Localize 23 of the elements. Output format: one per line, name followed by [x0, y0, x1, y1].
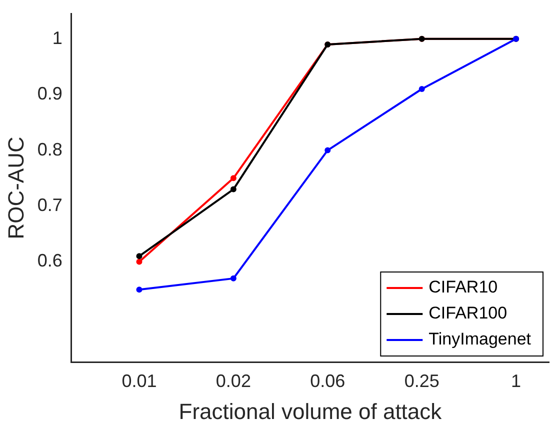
y-tick-label: 0.8 [37, 139, 62, 160]
x-tick-label: 0.02 [216, 370, 251, 391]
x-tick-label: 0.25 [404, 370, 440, 391]
y-axis-title: ROC-AUC [3, 136, 28, 240]
point [324, 147, 331, 154]
legend-label: TinyImagenet [428, 330, 532, 349]
point [136, 253, 142, 260]
y-tick-label: 0.7 [37, 194, 62, 215]
legend-label: CIFAR10 [428, 278, 498, 297]
point [136, 286, 142, 293]
point [136, 258, 142, 265]
point [230, 175, 236, 182]
point [230, 186, 236, 192]
y-tick-label: 0.9 [37, 84, 62, 104]
x-tick-label: 0.01 [122, 370, 157, 391]
point [230, 275, 236, 282]
x-tick-label: 1 [511, 370, 522, 391]
y-tick-label: 0.6 [37, 250, 62, 271]
x-tick-label: 0.06 [310, 370, 346, 391]
y-tick-label: 1 [52, 28, 62, 48]
point [418, 86, 425, 92]
legend-label: CIFAR100 [428, 304, 508, 323]
x-axis-title: Fractional volume of attack [178, 398, 443, 424]
